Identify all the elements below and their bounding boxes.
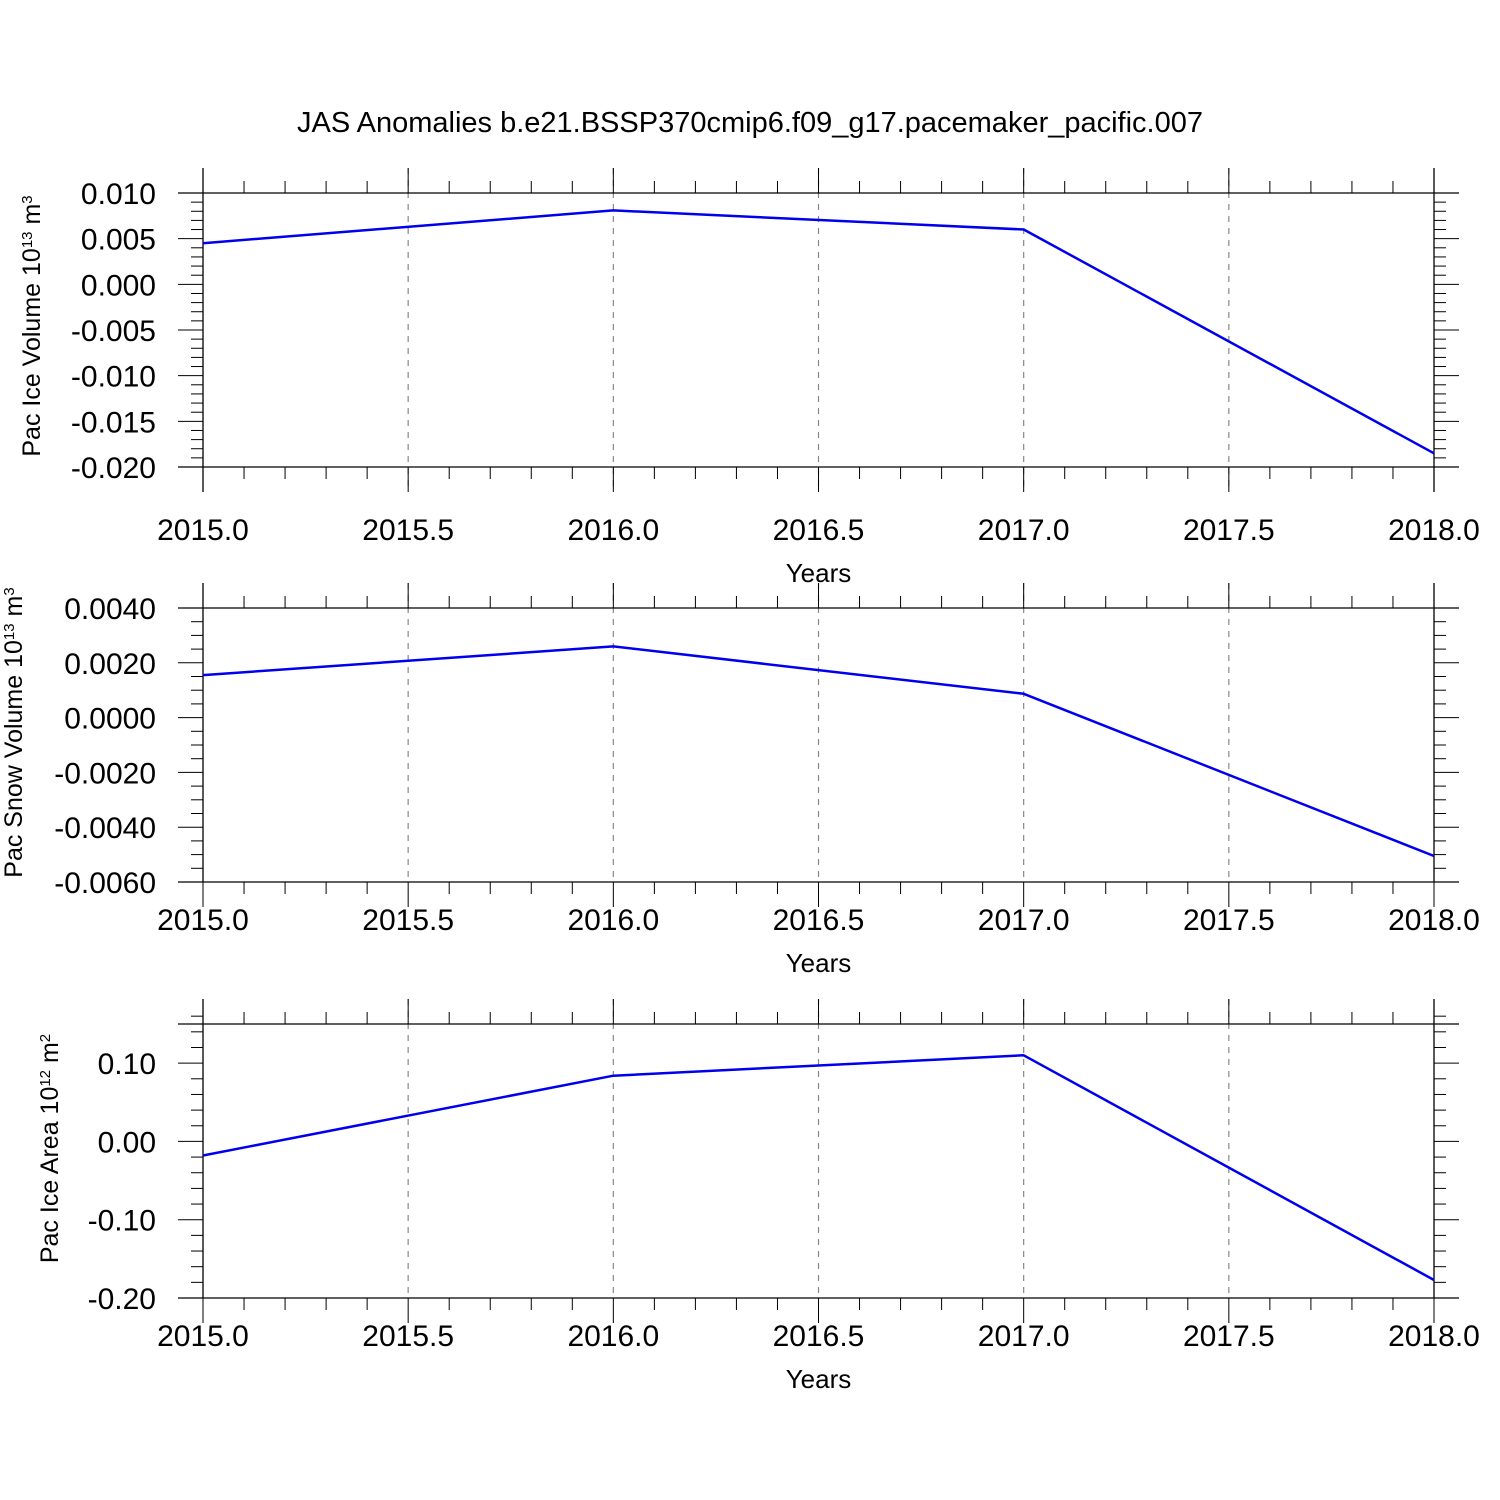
y-tick-label: -0.005 [71, 315, 156, 348]
y-tick-label: -0.015 [71, 406, 156, 439]
x-axis-label: Years [786, 1364, 852, 1394]
y-tick-label: -0.0020 [54, 757, 156, 790]
x-tick-label: 2017.5 [1183, 904, 1275, 937]
y-axis-label-superscript: 12 [37, 1070, 54, 1087]
x-tick-label: 2016.5 [773, 514, 865, 547]
y-axis-label-superscript: 13 [1, 623, 18, 640]
y-axis-label-text: m [36, 1042, 64, 1070]
x-tick-label: 2017.0 [978, 514, 1070, 547]
y-axis-label-text: Pac Snow Volume 10 [0, 640, 28, 878]
series-line [202, 645, 1435, 858]
y-tick-label: 0.005 [81, 224, 156, 257]
series-line [202, 1054, 1435, 1282]
y-axis-label-text: Pac Ice Area 10 [36, 1087, 64, 1264]
x-tick-label: 2015.0 [157, 1320, 249, 1353]
chart-panel-1: 0.0100.0050.000-0.005-0.010-0.015-0.0202… [18, 168, 1480, 588]
y-tick-label: -0.20 [88, 1283, 156, 1316]
y-tick-label: -0.10 [88, 1205, 156, 1238]
x-tick-label: 2015.0 [157, 514, 249, 547]
figure-title: JAS Anomalies b.e21.BSSP370cmip6.f09_g17… [297, 107, 1203, 139]
x-tick-label: 2016.5 [773, 904, 865, 937]
x-tick-label: 2017.0 [978, 904, 1070, 937]
x-tick-label: 2016.5 [773, 1320, 865, 1353]
x-tick-label: 2015.5 [362, 1320, 454, 1353]
y-tick-label: 0.00 [98, 1126, 156, 1159]
x-tick-label: 2017.0 [978, 1320, 1070, 1353]
x-tick-label: 2018.0 [1388, 904, 1480, 937]
series-line [202, 209, 1435, 455]
y-axis-label-superscript: 3 [1, 587, 18, 595]
y-tick-label: 0.0000 [64, 703, 156, 736]
y-tick-label: 0.0040 [64, 593, 156, 626]
y-axis-label: Pac Snow Volume 1013 m3 [0, 587, 28, 877]
x-tick-label: 2016.0 [567, 1320, 659, 1353]
y-tick-label: -0.0060 [54, 867, 156, 900]
y-tick-label: -0.020 [71, 452, 156, 485]
y-tick-label: 0.10 [98, 1048, 156, 1081]
y-axis-label: Pac Ice Volume 1013 m3 [18, 195, 46, 456]
y-axis-label-text: m [0, 596, 28, 624]
x-tick-label: 2018.0 [1388, 514, 1480, 547]
y-axis-label-superscript: 13 [19, 231, 36, 248]
x-tick-label: 2017.5 [1183, 514, 1275, 547]
x-tick-label: 2015.5 [362, 514, 454, 547]
y-tick-label: 0.000 [81, 269, 156, 302]
y-tick-label: 0.0020 [64, 648, 156, 681]
x-tick-label: 2016.0 [567, 514, 659, 547]
y-axis-label-superscript: 2 [37, 1034, 54, 1042]
chart-panel-2: 0.00400.00200.0000-0.0020-0.0040-0.00602… [0, 583, 1480, 978]
x-tick-label: 2015.5 [362, 904, 454, 937]
x-tick-label: 2018.0 [1388, 1320, 1480, 1353]
x-tick-label: 2017.5 [1183, 1320, 1275, 1353]
y-tick-label: -0.0040 [54, 812, 156, 845]
x-axis-label: Years [786, 948, 852, 978]
y-axis-label: Pac Ice Area 1012 m2 [36, 1034, 64, 1263]
y-tick-label: 0.010 [81, 178, 156, 211]
y-axis-label-superscript: 3 [19, 195, 36, 203]
y-axis-label-text: Pac Ice Volume 10 [18, 248, 46, 456]
y-axis-label-text: m [18, 204, 46, 232]
y-tick-label: -0.010 [71, 361, 156, 394]
x-tick-label: 2016.0 [567, 904, 659, 937]
x-tick-label: 2015.0 [157, 904, 249, 937]
